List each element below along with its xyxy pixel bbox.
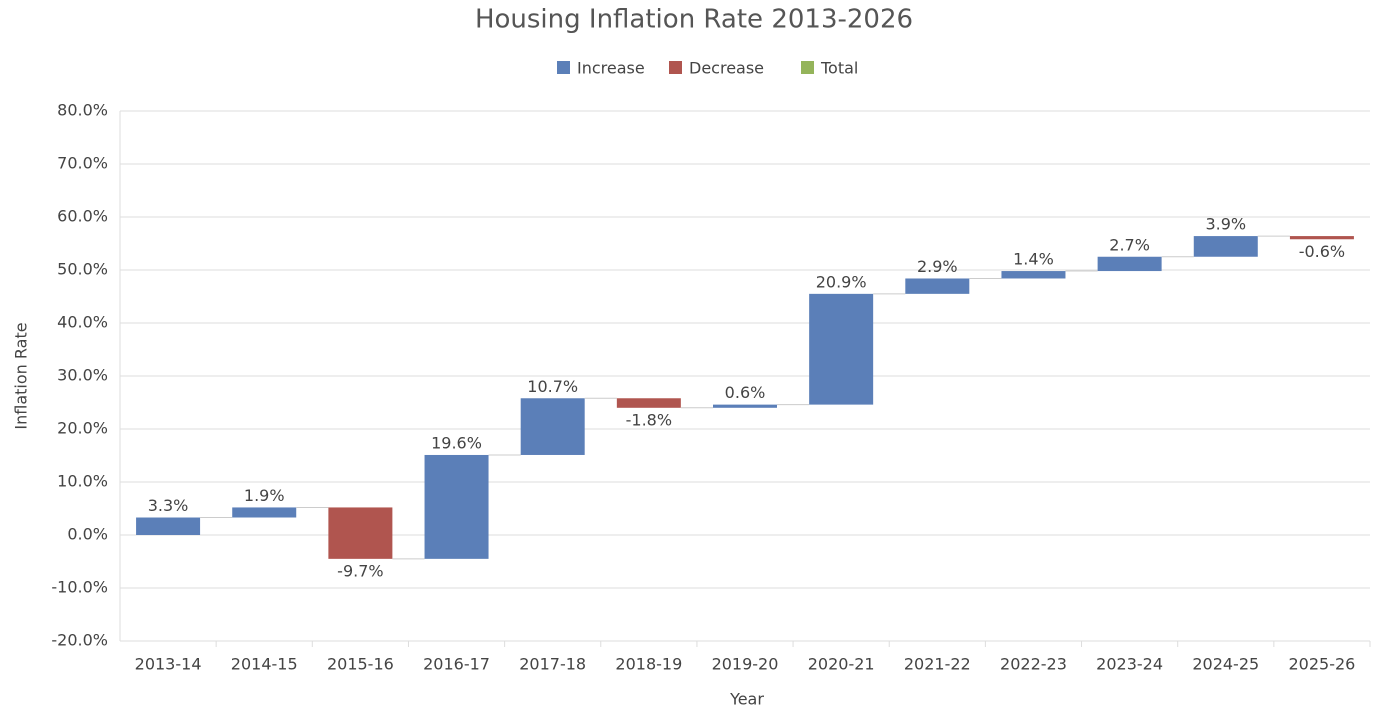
value-label: 0.6% xyxy=(725,383,766,402)
x-tick-label: 2020-21 xyxy=(808,655,875,674)
bar xyxy=(232,507,297,518)
bar xyxy=(1097,256,1162,272)
x-tick-label: 2013-14 xyxy=(135,655,202,674)
bar xyxy=(616,398,681,408)
x-axis-title: Year xyxy=(729,690,764,709)
bar xyxy=(809,293,874,405)
chart-title: Housing Inflation Rate 2013-2026 xyxy=(475,5,913,35)
legend-label: Decrease xyxy=(689,59,764,78)
bar xyxy=(713,404,777,408)
value-label: -1.8% xyxy=(626,410,672,429)
value-label: 19.6% xyxy=(431,433,482,452)
bar xyxy=(1001,271,1066,279)
y-tick-label: 80.0% xyxy=(57,101,108,120)
bar xyxy=(520,398,585,455)
bar xyxy=(905,278,970,294)
x-tick-label: 2019-20 xyxy=(712,655,779,674)
x-tick-label: 2023-24 xyxy=(1096,655,1163,674)
legend-swatch xyxy=(557,61,570,74)
y-tick-label: -10.0% xyxy=(51,578,108,597)
value-label: -0.6% xyxy=(1299,242,1345,261)
y-tick-label: -20.0% xyxy=(51,631,108,650)
value-label: 2.7% xyxy=(1109,235,1150,254)
y-tick-label: 10.0% xyxy=(57,472,108,491)
y-tick-label: 70.0% xyxy=(57,154,108,173)
x-tick-label: 2015-16 xyxy=(327,655,394,674)
value-label: -9.7% xyxy=(337,561,383,580)
y-tick-label: 20.0% xyxy=(57,419,108,438)
legend-swatch xyxy=(801,61,814,74)
value-label: 10.7% xyxy=(527,377,578,396)
bar xyxy=(328,507,393,559)
bar xyxy=(424,454,489,559)
y-tick-label: 40.0% xyxy=(57,313,108,332)
value-label: 1.4% xyxy=(1013,250,1054,269)
bar xyxy=(136,517,201,535)
bar xyxy=(1193,236,1258,257)
x-tick-label: 2017-18 xyxy=(519,655,586,674)
x-tick-label: 2021-22 xyxy=(904,655,971,674)
y-tick-label: 60.0% xyxy=(57,207,108,226)
legend-swatch xyxy=(669,61,682,74)
y-tick-label: 0.0% xyxy=(67,525,108,544)
value-label: 3.9% xyxy=(1205,215,1246,234)
y-tick-label: 30.0% xyxy=(57,366,108,385)
legend-label: Total xyxy=(820,59,858,78)
value-label: 1.9% xyxy=(244,486,285,505)
x-tick-label: 2024-25 xyxy=(1192,655,1259,674)
legend-label: Increase xyxy=(577,59,645,78)
value-label: 3.3% xyxy=(148,496,189,515)
x-tick-label: 2025-26 xyxy=(1288,655,1355,674)
x-tick-label: 2022-23 xyxy=(1000,655,1067,674)
x-tick-label: 2014-15 xyxy=(231,655,298,674)
x-tick-label: 2018-19 xyxy=(615,655,682,674)
x-tick-label: 2016-17 xyxy=(423,655,490,674)
value-label: 20.9% xyxy=(816,272,867,291)
bar xyxy=(1289,236,1354,240)
y-tick-label: 50.0% xyxy=(57,260,108,279)
value-label: 2.9% xyxy=(917,257,958,276)
y-axis-title: Inflation Rate xyxy=(12,322,31,429)
